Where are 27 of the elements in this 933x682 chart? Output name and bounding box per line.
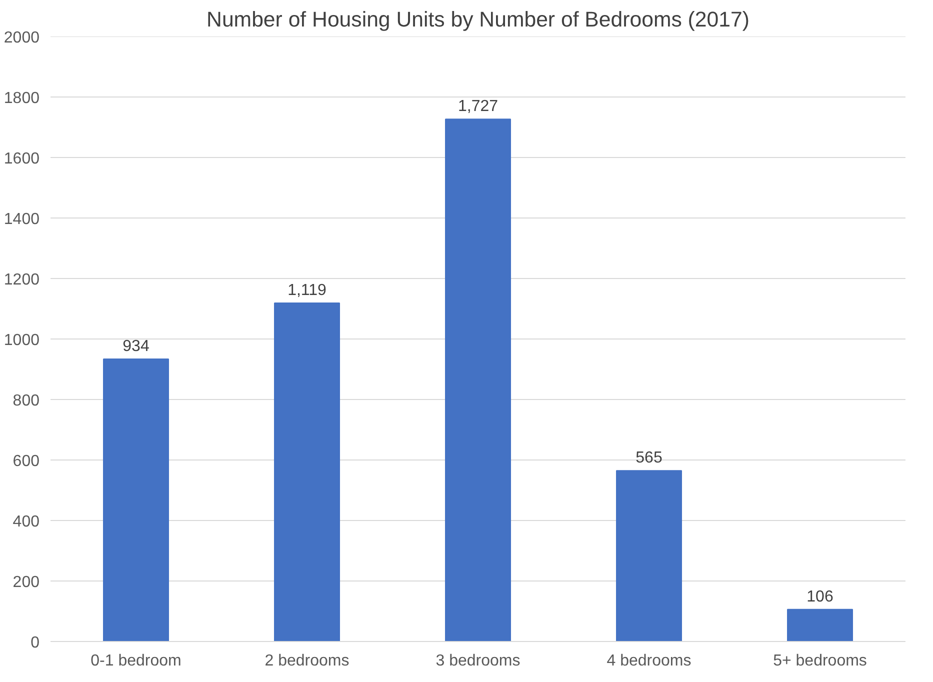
x-tick-label: 2 bedrooms bbox=[264, 652, 350, 670]
x-tick-label: 4 bedrooms bbox=[606, 652, 692, 670]
y-tick-label: 1400 bbox=[4, 211, 40, 228]
y-tick-label: 800 bbox=[12, 392, 40, 410]
y-tick-label: 2000 bbox=[4, 30, 40, 46]
data-label: 106 bbox=[806, 588, 834, 606]
y-tick-label: 1000 bbox=[4, 332, 40, 349]
x-tick-label: 5+ bedrooms bbox=[773, 652, 867, 670]
bar bbox=[103, 358, 169, 642]
y-tick-label: 1600 bbox=[4, 150, 40, 168]
y-tick-label: 200 bbox=[12, 574, 40, 591]
bar bbox=[787, 608, 853, 642]
data-label: 934 bbox=[122, 338, 150, 355]
data-label: 1,727 bbox=[458, 98, 498, 116]
y-tick-label: 1800 bbox=[4, 90, 40, 107]
x-tick-label: 3 bedrooms bbox=[436, 652, 520, 670]
x-tick-label: 0-1 bedroom bbox=[90, 652, 182, 670]
data-label: 565 bbox=[636, 450, 662, 467]
y-tick-label: 600 bbox=[12, 453, 40, 470]
bar bbox=[616, 470, 682, 642]
y-tick-label: 1200 bbox=[4, 272, 40, 288]
chart-title: Number of Housing Units by Number of Bedrooms (2017) bbox=[206, 8, 750, 32]
y-tick-label: 0 bbox=[30, 634, 40, 652]
bar bbox=[274, 302, 340, 642]
y-tick-label: 400 bbox=[12, 514, 40, 530]
data-label: 1,119 bbox=[288, 282, 327, 300]
bar bbox=[445, 118, 511, 642]
